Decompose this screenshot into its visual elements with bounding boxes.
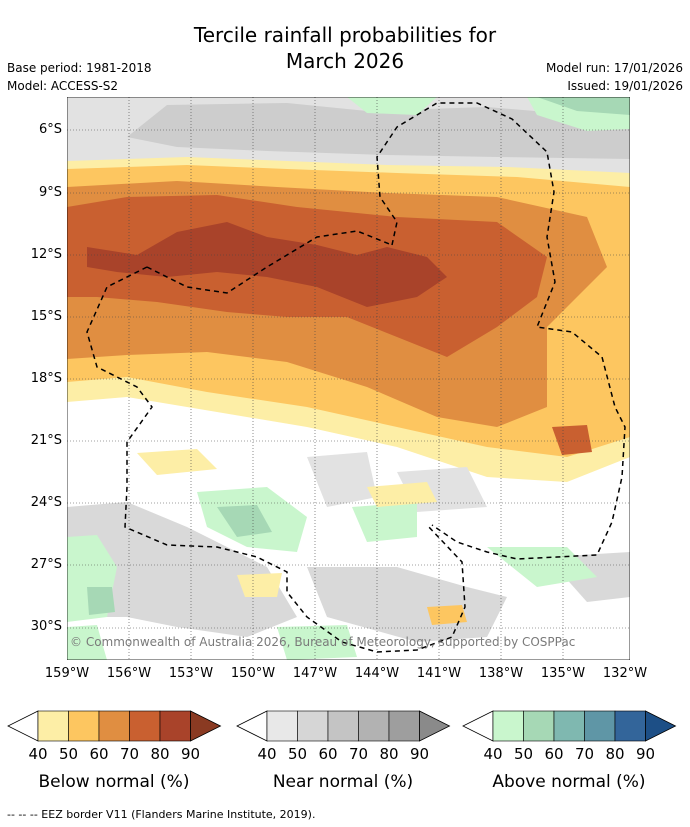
legend-below-normal [7,710,222,742]
above-normal-s5 [87,587,115,615]
legend-swatch [327,710,359,742]
title-line-1: Tercile rainfall probabilities for [193,23,497,47]
legend-extend-low [236,710,268,742]
lat-label: 30°S [30,619,62,634]
below-normal-80 [87,222,447,307]
legend-swatch [388,710,420,742]
legend-tick-label: 40 [483,745,503,763]
below-normal-s-blob3 [237,573,282,597]
legend-swatch [98,710,130,742]
legend-extend-high [645,710,677,742]
lat-label: 27°S [30,557,62,572]
above-normal-s3 [487,547,597,587]
lon-label: 159°W [44,666,90,681]
lat-label: 21°S [30,433,62,448]
above-normal-n [347,97,437,115]
near-normal-mid [307,452,377,507]
legend-tick-label: 40 [257,745,277,763]
legend-extend-high [419,710,451,742]
meta-left: Base period: 1981-2018 Model: ACCESS-S2 [7,59,152,95]
below-normal-s-blob4 [427,605,467,625]
legend-tick-label: 90 [635,745,656,763]
lon-label: 147°W [292,666,338,681]
legend-swatch [614,710,646,742]
footer-note: -- -- -- EEZ border V11 (Flanders Marine… [7,808,316,821]
legend-tick-label: 90 [409,745,430,763]
legend-swatch [266,710,298,742]
legend-swatch [68,710,100,742]
lat-label: 18°S [30,371,62,386]
legend-tick-label: 70 [348,745,369,763]
probability-map: © Commonwealth of Australia 2026, Bureau… [67,97,630,660]
above-normal-s1-dark [217,505,272,537]
legend-swatch [492,710,524,742]
lon-label: 156°W [106,666,152,681]
legend-caption-near: Near normal (%) [272,772,414,792]
model-label: Model: ACCESS-S2 [7,79,119,93]
lon-label: 132°W [602,666,648,681]
legend-tick-label: 80 [150,745,170,763]
lat-label: 15°S [30,309,62,324]
lon-label: 153°W [168,666,214,681]
legend-swatch [584,710,616,742]
legend-tick-label: 70 [574,745,595,763]
lat-label: 6°S [38,122,62,137]
above-normal-ne-2 [537,97,630,115]
lon-label: 138°W [478,666,524,681]
legend-tick-label: 80 [379,745,399,763]
issued-label: Issued: 19/01/2026 [567,79,683,93]
model-run-label: Model run: 17/01/2026 [545,61,683,75]
legend-caption-above: Above normal (%) [492,772,646,792]
title-line-2: March 2026 [285,49,405,73]
legend-tick-label: 60 [89,745,109,763]
legend-tick-label: 50 [58,745,79,763]
legend-tick-label: 80 [605,745,625,763]
legend-extend-high [190,710,222,742]
legend-extend-low [7,710,39,742]
lat-label: 12°S [30,247,62,262]
meta-right: Model run: 17/01/2026 Issued: 19/01/2026 [546,59,683,95]
lon-label: 141°W [416,666,462,681]
lat-label: 24°S [30,495,62,510]
legend-tick-label: 90 [180,745,201,763]
base-period-label: Base period: 1981-2018 [7,61,152,75]
legend-swatch [159,710,191,742]
above-normal-s6 [277,625,357,660]
legend-colorbars [7,710,677,742]
eez-borders [86,102,626,653]
lat-label: 9°S [38,185,62,200]
map-title: Tercile rainfall probabilities for March… [0,22,690,74]
lon-label: 150°W [230,666,276,681]
legend-swatch [523,710,555,742]
legend-swatch [553,710,585,742]
legend-swatch [37,710,69,742]
above-normal-s7 [67,625,107,660]
near-normal-s [307,567,507,642]
legend-tick-label: 60 [318,745,338,763]
legend-tick-label: 60 [544,745,564,763]
legend-tick-label: 50 [287,745,308,763]
below-normal-spot [552,425,592,455]
legend-caption-below: Below normal (%) [38,772,190,792]
lon-label: 135°W [540,666,586,681]
legend-tick-label: 40 [28,745,48,763]
legend-swatch [297,710,329,742]
legend-tick-label: 70 [119,745,140,763]
below-normal-s-blob1 [137,449,217,475]
legend-tick-label: 50 [513,745,534,763]
legend-swatch [129,710,161,742]
copyright-text: © Commonwealth of Australia 2026, Bureau… [70,635,575,649]
lon-label: 144°W [354,666,400,681]
near-normal-sw [67,502,297,637]
legend-swatch [358,710,390,742]
above-normal-s2 [352,502,417,542]
grid-lines [67,97,630,660]
legend-near-normal [236,710,451,742]
legend-extend-low [462,710,494,742]
legend-above-normal [462,710,677,742]
below-normal-s-blob2 [367,482,437,507]
